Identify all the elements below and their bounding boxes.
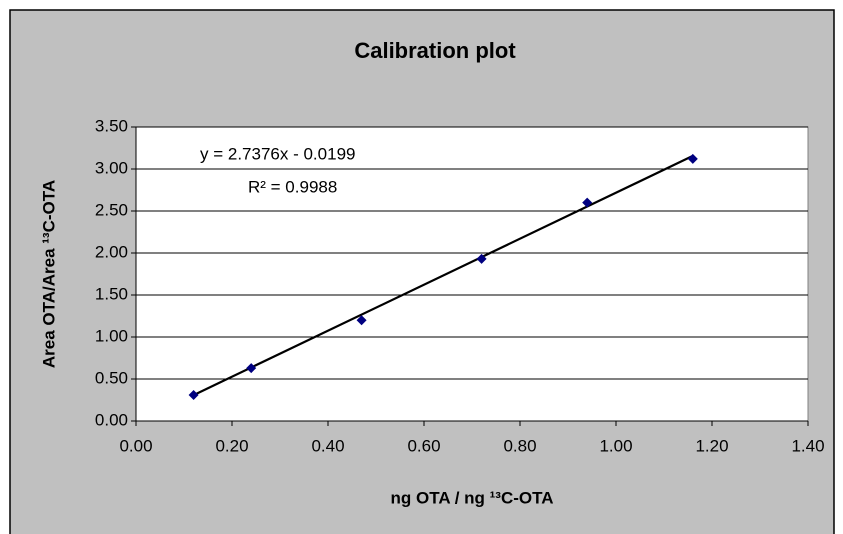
data-point (356, 315, 367, 326)
y-axis-title: Area OTA/Area ¹³C-OTA (39, 180, 58, 368)
x-tick-label: 0.00 (119, 436, 152, 455)
data-point (188, 389, 199, 400)
trendline (193, 154, 694, 397)
data-point (687, 153, 698, 164)
y-tick-label: 2.00 (95, 242, 128, 261)
x-tick-label: 1.40 (791, 436, 824, 455)
x-axis-title: ng OTA / ng ¹³C-OTA (390, 488, 553, 507)
y-tick-label: 0.00 (95, 410, 128, 429)
y-tick-label: 1.50 (95, 284, 128, 303)
r-squared: R² = 0.9988 (248, 177, 337, 196)
x-tick-label: 0.80 (503, 436, 536, 455)
chart-title: Calibration plot (354, 38, 516, 63)
y-tick-label: 0.50 (95, 368, 128, 387)
y-tick-label: 3.50 (95, 116, 128, 135)
y-tick-label: 1.00 (95, 326, 128, 345)
x-tick-label: 1.20 (695, 436, 728, 455)
plot-layer: 0.00 0.50 1.00 1.50 2.00 2.50 3.00 3.50 0.00 0.20… (95, 116, 825, 455)
data-point (476, 253, 487, 264)
data-point (246, 363, 257, 374)
data-point (582, 197, 593, 208)
y-tick-label: 3.00 (95, 158, 128, 177)
x-tick-label: 1.00 (599, 436, 632, 455)
x-tick-label: 0.20 (215, 436, 248, 455)
trendline-equation: y = 2.7376x - 0.0199 (200, 144, 355, 163)
y-tick-label: 2.50 (95, 200, 128, 219)
x-tick-label: 0.40 (311, 436, 344, 455)
plot-area (135, 126, 809, 422)
x-tick-label: 0.60 (407, 436, 440, 455)
